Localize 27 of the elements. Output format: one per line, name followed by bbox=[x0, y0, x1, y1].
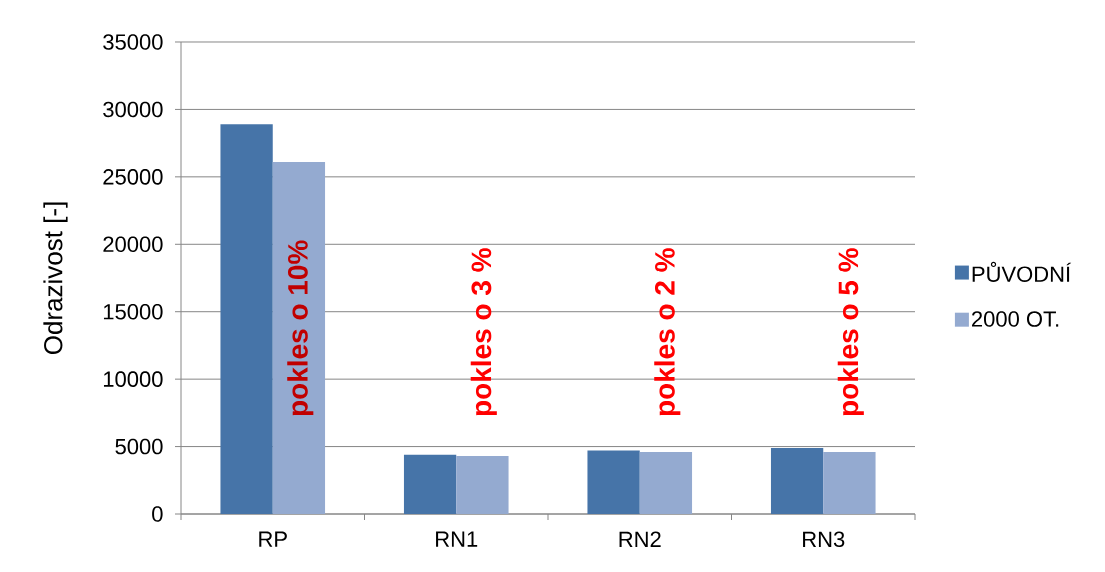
x-tick-label: RN1 bbox=[436, 531, 478, 547]
bar bbox=[770, 447, 824, 514]
y-tick-label: 30000 bbox=[103, 101, 163, 118]
bar bbox=[456, 456, 509, 514]
bar bbox=[220, 124, 273, 514]
y-tick-label: 35000 bbox=[103, 34, 163, 50]
annotation: pokles o 3 % bbox=[470, 248, 497, 416]
bar bbox=[272, 162, 326, 514]
y-tick-label: 25000 bbox=[103, 169, 163, 185]
y-axis-title: Odrazivost [-] bbox=[43, 202, 68, 355]
bar bbox=[823, 451, 876, 514]
annotation: pokles o 10% bbox=[287, 240, 314, 416]
x-tick-label: RN3 bbox=[803, 531, 845, 548]
x-tick-label: RP bbox=[259, 531, 287, 547]
bar bbox=[587, 450, 640, 514]
bar bbox=[403, 454, 457, 514]
y-tick-label: 20000 bbox=[103, 236, 163, 253]
annotation: pokles o 2 % bbox=[654, 248, 681, 416]
legend-label: PŮVODNÍ bbox=[972, 261, 1072, 282]
legend-label: 2000 OT. bbox=[972, 311, 1059, 327]
annotation: pokles o 5 % bbox=[837, 248, 864, 416]
bar bbox=[639, 451, 693, 514]
x-tick-label: RN2 bbox=[619, 531, 661, 547]
y-tick-label: 15000 bbox=[103, 303, 163, 320]
y-tick-label: 0 bbox=[152, 506, 163, 522]
y-tick-label: 10000 bbox=[103, 371, 163, 387]
y-tick-label: 5000 bbox=[115, 438, 163, 455]
